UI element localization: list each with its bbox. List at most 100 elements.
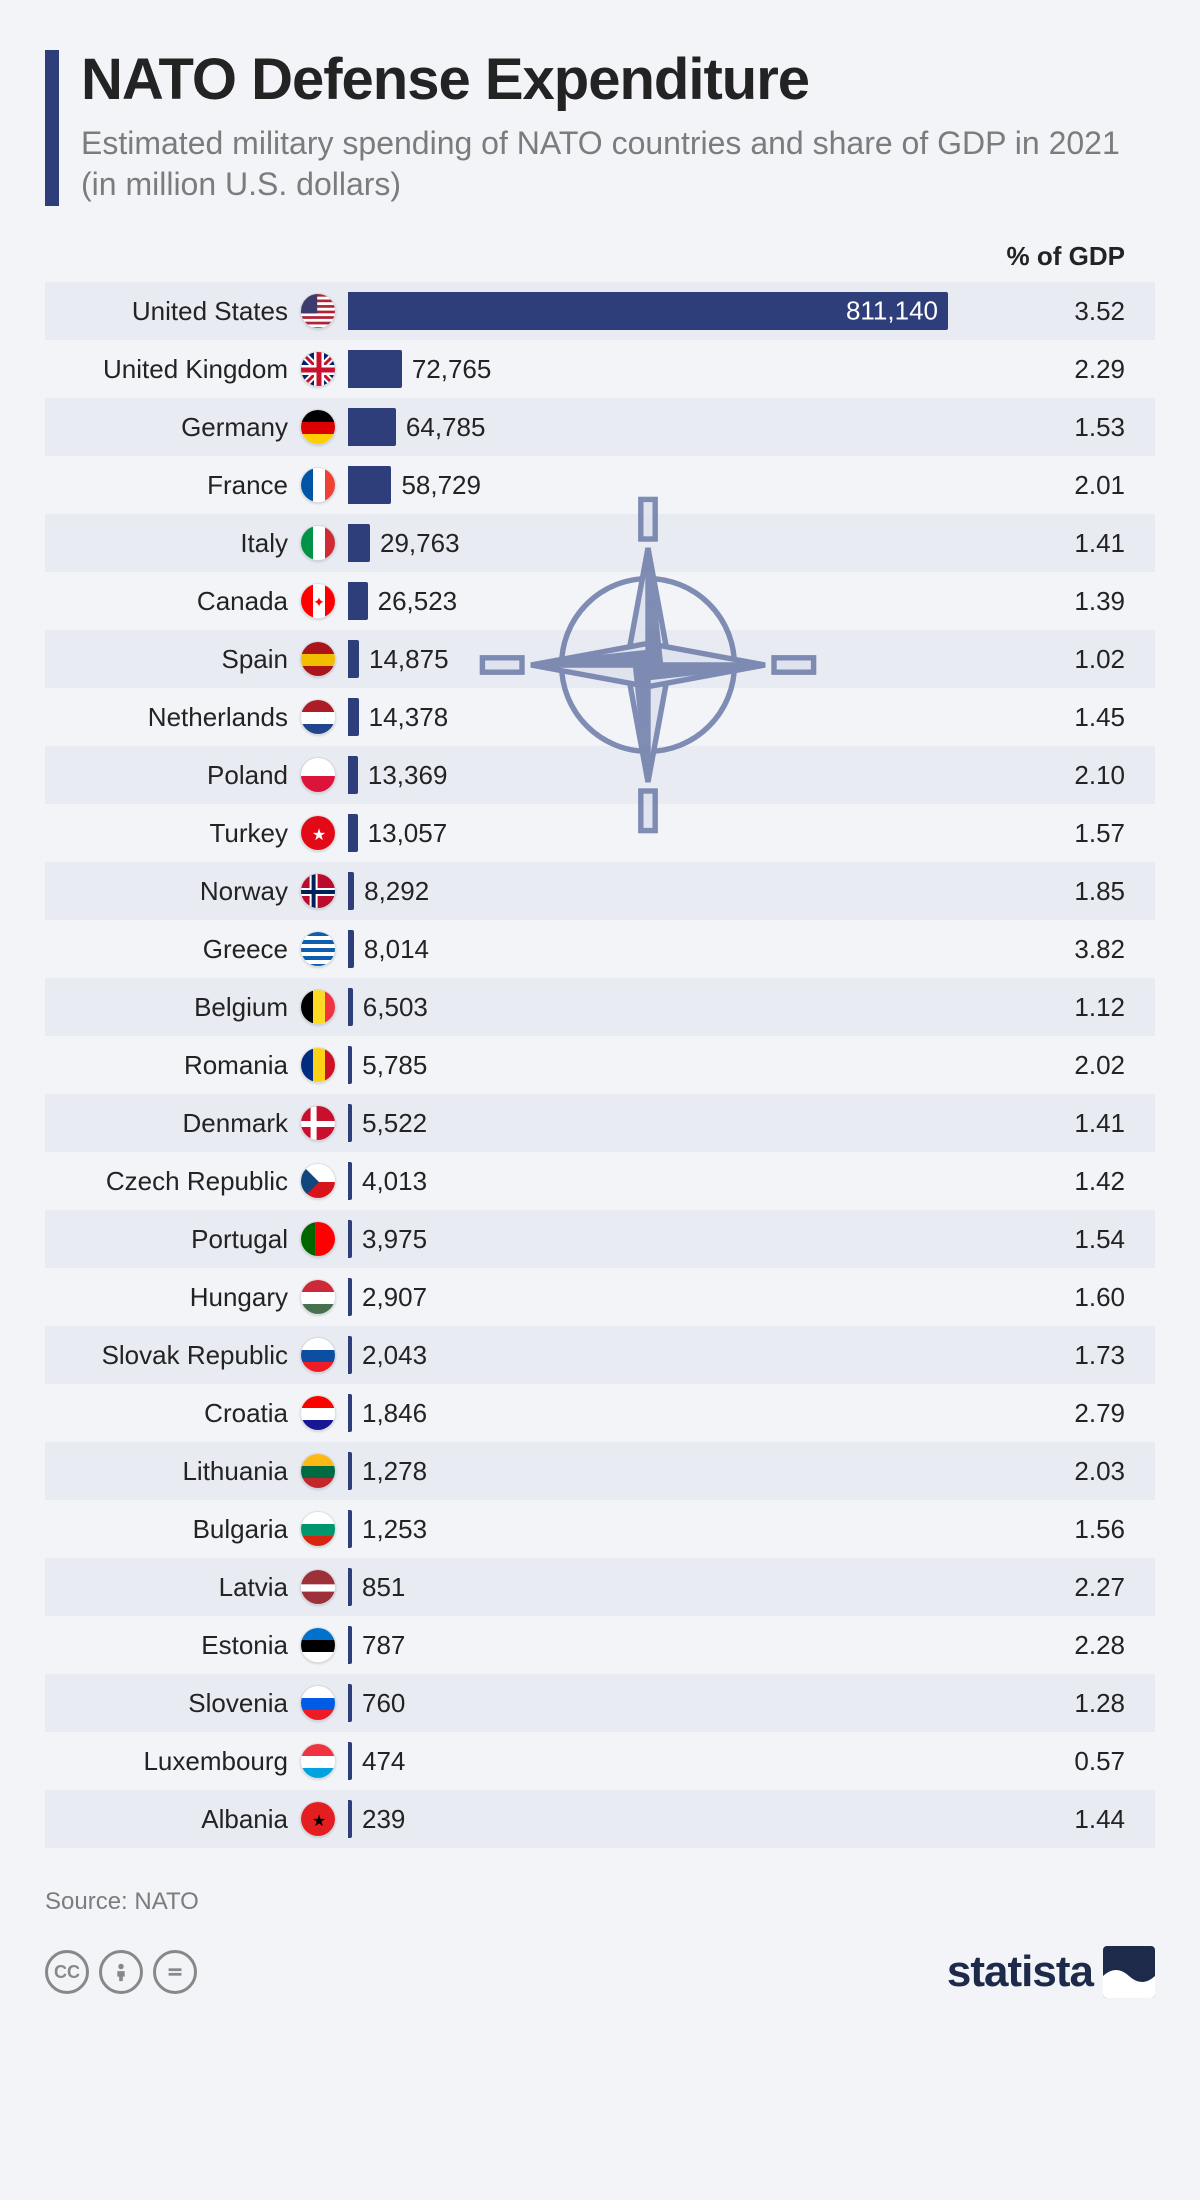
bar	[348, 408, 396, 446]
accent-bar	[45, 50, 59, 206]
value-label: 851	[362, 1572, 405, 1603]
gdp-value: 0.57	[995, 1746, 1125, 1777]
value-label: 64,785	[406, 412, 486, 443]
chart-title: NATO Defense Expenditure	[81, 50, 1155, 111]
country-label: Bulgaria	[45, 1514, 300, 1545]
bar-area: 58,729	[348, 456, 995, 514]
bar	[348, 698, 359, 736]
gdp-value: 1.39	[995, 586, 1125, 617]
bar	[348, 582, 368, 620]
value-label: 14,378	[369, 702, 449, 733]
bar	[348, 1220, 352, 1258]
bar-area: 29,763	[348, 514, 995, 572]
bar	[348, 466, 391, 504]
bar-area: 64,785	[348, 398, 995, 456]
flag-icon	[300, 1569, 336, 1605]
chart-row: Hungary 2,907 1.60	[45, 1268, 1155, 1326]
country-label: Turkey	[45, 818, 300, 849]
flag-icon	[300, 525, 336, 561]
chart-row: United States 811,140 3.52	[45, 282, 1155, 340]
bar	[348, 1104, 352, 1142]
bar	[348, 1394, 352, 1432]
country-label: Denmark	[45, 1108, 300, 1139]
value-label: 13,057	[368, 818, 448, 849]
bar	[348, 930, 354, 968]
value-label: 6,503	[363, 992, 428, 1023]
bar-area: 72,765	[348, 340, 995, 398]
country-label: Slovak Republic	[45, 1340, 300, 1371]
value-label: 811,140	[846, 296, 938, 327]
gdp-value: 2.01	[995, 470, 1125, 501]
bar-area: 474	[348, 1732, 995, 1790]
statista-wave-icon	[1103, 1946, 1155, 1998]
country-label: United Kingdom	[45, 354, 300, 385]
chart-row: Denmark 5,522 1.41	[45, 1094, 1155, 1152]
value-label: 8,292	[364, 876, 429, 907]
gdp-value: 1.12	[995, 992, 1125, 1023]
gdp-value: 1.57	[995, 818, 1125, 849]
chart-row: Canada ✦ 26,523 1.39	[45, 572, 1155, 630]
country-label: Spain	[45, 644, 300, 675]
value-label: 2,907	[362, 1282, 427, 1313]
chart-row: Lithuania 1,278 2.03	[45, 1442, 1155, 1500]
gdp-value: 2.02	[995, 1050, 1125, 1081]
bar-area: 6,503	[348, 978, 995, 1036]
flag-icon	[300, 467, 336, 503]
flag-icon	[300, 293, 336, 329]
value-label: 13,369	[368, 760, 448, 791]
value-label: 760	[362, 1688, 405, 1719]
bar	[348, 1046, 352, 1084]
gdp-value: 1.42	[995, 1166, 1125, 1197]
flag-icon	[300, 1221, 336, 1257]
country-label: Greece	[45, 934, 300, 965]
svg-text:✦: ✦	[313, 594, 325, 610]
country-label: Poland	[45, 760, 300, 791]
statista-logo: statista	[947, 1946, 1155, 1998]
chart-row: Germany 64,785 1.53	[45, 398, 1155, 456]
country-label: Italy	[45, 528, 300, 559]
value-label: 26,523	[378, 586, 458, 617]
bar	[348, 1336, 352, 1374]
gdp-value: 2.28	[995, 1630, 1125, 1661]
chart-row: Norway 8,292 1.85	[45, 862, 1155, 920]
flag-icon	[300, 1743, 336, 1779]
flag-icon	[300, 1395, 336, 1431]
value-label: 2,043	[362, 1340, 427, 1371]
bar	[348, 350, 402, 388]
chart-row: Slovenia 760 1.28	[45, 1674, 1155, 1732]
bar-area: 13,369	[348, 746, 995, 804]
gdp-column-header: % of GDP	[45, 241, 1155, 272]
country-label: Czech Republic	[45, 1166, 300, 1197]
flag-icon	[300, 989, 336, 1025]
chart-row: Slovak Republic 2,043 1.73	[45, 1326, 1155, 1384]
value-label: 4,013	[362, 1166, 427, 1197]
gdp-value: 3.52	[995, 296, 1125, 327]
flag-icon	[300, 1105, 336, 1141]
bar	[348, 1278, 352, 1316]
gdp-value: 1.60	[995, 1282, 1125, 1313]
country-label: Germany	[45, 412, 300, 443]
country-label: Latvia	[45, 1572, 300, 1603]
bar-area: 8,014	[348, 920, 995, 978]
bar-area: 851	[348, 1558, 995, 1616]
country-label: Luxembourg	[45, 1746, 300, 1777]
flag-icon	[300, 931, 336, 967]
chart-subtitle: Estimated military spending of NATO coun…	[81, 123, 1155, 206]
gdp-value: 1.53	[995, 412, 1125, 443]
gdp-value: 1.02	[995, 644, 1125, 675]
bar-area: 760	[348, 1674, 995, 1732]
chart-row: France 58,729 2.01	[45, 456, 1155, 514]
source-text: Source: NATO	[45, 1888, 1155, 1916]
bar-area: 239	[348, 1790, 995, 1848]
nd-icon	[153, 1950, 197, 1994]
bar	[348, 1626, 352, 1664]
value-label: 5,785	[362, 1050, 427, 1081]
bar-area: 3,975	[348, 1210, 995, 1268]
bar	[348, 1568, 352, 1606]
gdp-value: 1.41	[995, 1108, 1125, 1139]
flag-icon: ✦	[300, 583, 336, 619]
bar-area: 5,785	[348, 1036, 995, 1094]
country-label: Estonia	[45, 1630, 300, 1661]
bar	[348, 1510, 352, 1548]
country-label: Canada	[45, 586, 300, 617]
